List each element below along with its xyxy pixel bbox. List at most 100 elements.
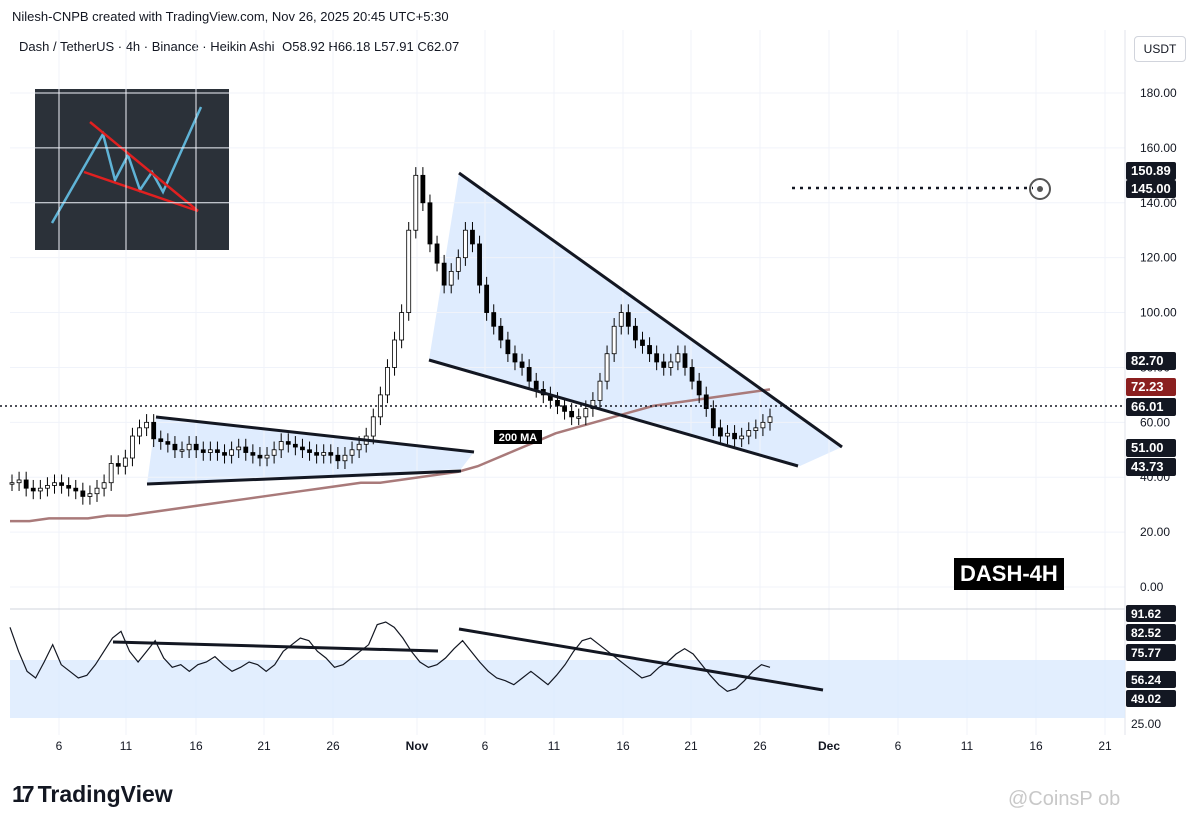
candle-body [512,353,518,363]
candle-body [222,452,227,456]
candle-body [257,454,263,459]
candle-body [732,432,737,440]
candle-body [703,394,709,410]
time-axis[interactable]: 6 11 16 21 26 Nov 6 11 16 21 26 Dec 6 11 16 21 [56,739,1112,753]
tradingview-logo-icon: 17 [12,781,35,807]
candle-body [675,353,681,363]
candle-body [470,229,475,245]
candle-body [597,380,603,401]
rsi-series [9,621,771,692]
rsi-tick-label: 56.24 [1131,673,1161,687]
wedge-upper-trendline[interactable] [458,171,843,449]
candle-body [696,380,702,396]
candle-body [94,487,100,495]
candle-body [271,449,277,456]
rsi-badge [1126,671,1176,688]
candle-body [625,312,631,327]
candle-body [73,487,79,492]
candle-body [583,408,589,418]
rsi-trendline-right[interactable] [458,627,824,692]
time-tick-label: 21 [684,739,698,753]
rsi-tick-label: 25.00 [1131,717,1161,731]
candle-body [278,441,284,451]
thumbnail-price-line [50,106,203,224]
candle-body [413,174,419,231]
price-axis[interactable]: 0.0020.0040.0060.0080.00100.00120.00140.… [1140,86,1177,594]
candle-body [335,454,341,462]
candle-body [526,367,532,382]
time-tick-label: Dec [818,739,840,753]
candle-body [448,270,454,286]
candle-body [200,449,206,453]
candle-body [215,449,220,453]
time-tick-label: 6 [895,739,902,753]
candle-body [427,202,433,245]
candle-body [576,416,582,419]
price-tick-label: 100.00 [1140,306,1177,320]
candle-body [640,339,645,346]
candle-body [193,443,199,451]
time-tick-label: 11 [961,739,974,753]
candle-body [420,174,426,204]
candle-body [66,485,72,489]
time-tick-label: Nov [406,739,429,753]
candle-body [144,421,149,429]
rsi-band [10,660,1125,718]
symbol-line[interactable]: Dash / TetherUS · 4h · Binance · Heikin … [19,39,275,54]
candle-body [122,457,128,467]
tradingview-brand[interactable]: 17 TradingView [12,781,173,808]
candle-body [689,367,695,382]
candle-body [349,449,355,456]
candle-body [739,435,745,440]
ma-label: 200 MA [499,432,538,444]
candle-body [718,427,723,437]
wedge-lower-trendline[interactable] [428,358,799,468]
candle-body [753,427,759,431]
candle-body [491,312,497,327]
price-badge-label: 43.73 [1131,459,1164,474]
candle-body [434,243,440,264]
price-badge-label: 72.23 [1131,379,1164,394]
triangle-lower-trendline[interactable] [146,469,462,486]
candle-body [555,399,560,407]
candle-body [236,446,242,451]
candle-body [186,443,192,451]
thumbnail-lower-line [83,170,199,213]
candle-body [52,482,57,486]
candle-body [533,380,539,390]
candle-body [342,454,348,462]
candle-body [661,361,667,368]
time-tick-label: 16 [1029,739,1043,753]
candle-body [59,482,64,486]
candle-body [611,325,617,355]
price-badge [1126,458,1176,476]
rsi-axis[interactable]: 91.62 82.52 75.77 56.24 49.02 25.00 [1126,605,1176,731]
price-badge [1126,398,1176,416]
rsi-badge [1126,644,1176,661]
price-badge [1126,439,1176,457]
target-marker-icon[interactable] [1029,178,1051,200]
candle-body [505,339,511,355]
rsi-line [9,621,771,692]
rsi-trendline-left[interactable] [112,640,439,653]
price-badge [1126,180,1176,198]
grid [10,30,1125,735]
candle-body [569,410,575,418]
candle-body [455,257,461,272]
time-tick-label: 16 [189,739,203,753]
candle-body [137,427,142,437]
price-badge [1126,162,1176,180]
candle-body [760,421,766,429]
candle-body [618,312,624,327]
triangle-upper-trendline[interactable] [155,415,475,454]
candle-body [30,487,36,492]
candle-body [441,262,447,286]
candle-body [647,345,652,355]
chart-title-badge: DASH-4H [954,558,1064,590]
candle-body [682,353,688,368]
candle-body [462,229,468,259]
candle-body [108,463,114,484]
price-badges: 150.89 145.00 82.70 72.23 66.01 51.00 43.73 [1126,162,1176,476]
currency-button[interactable]: USDT [1134,36,1186,62]
